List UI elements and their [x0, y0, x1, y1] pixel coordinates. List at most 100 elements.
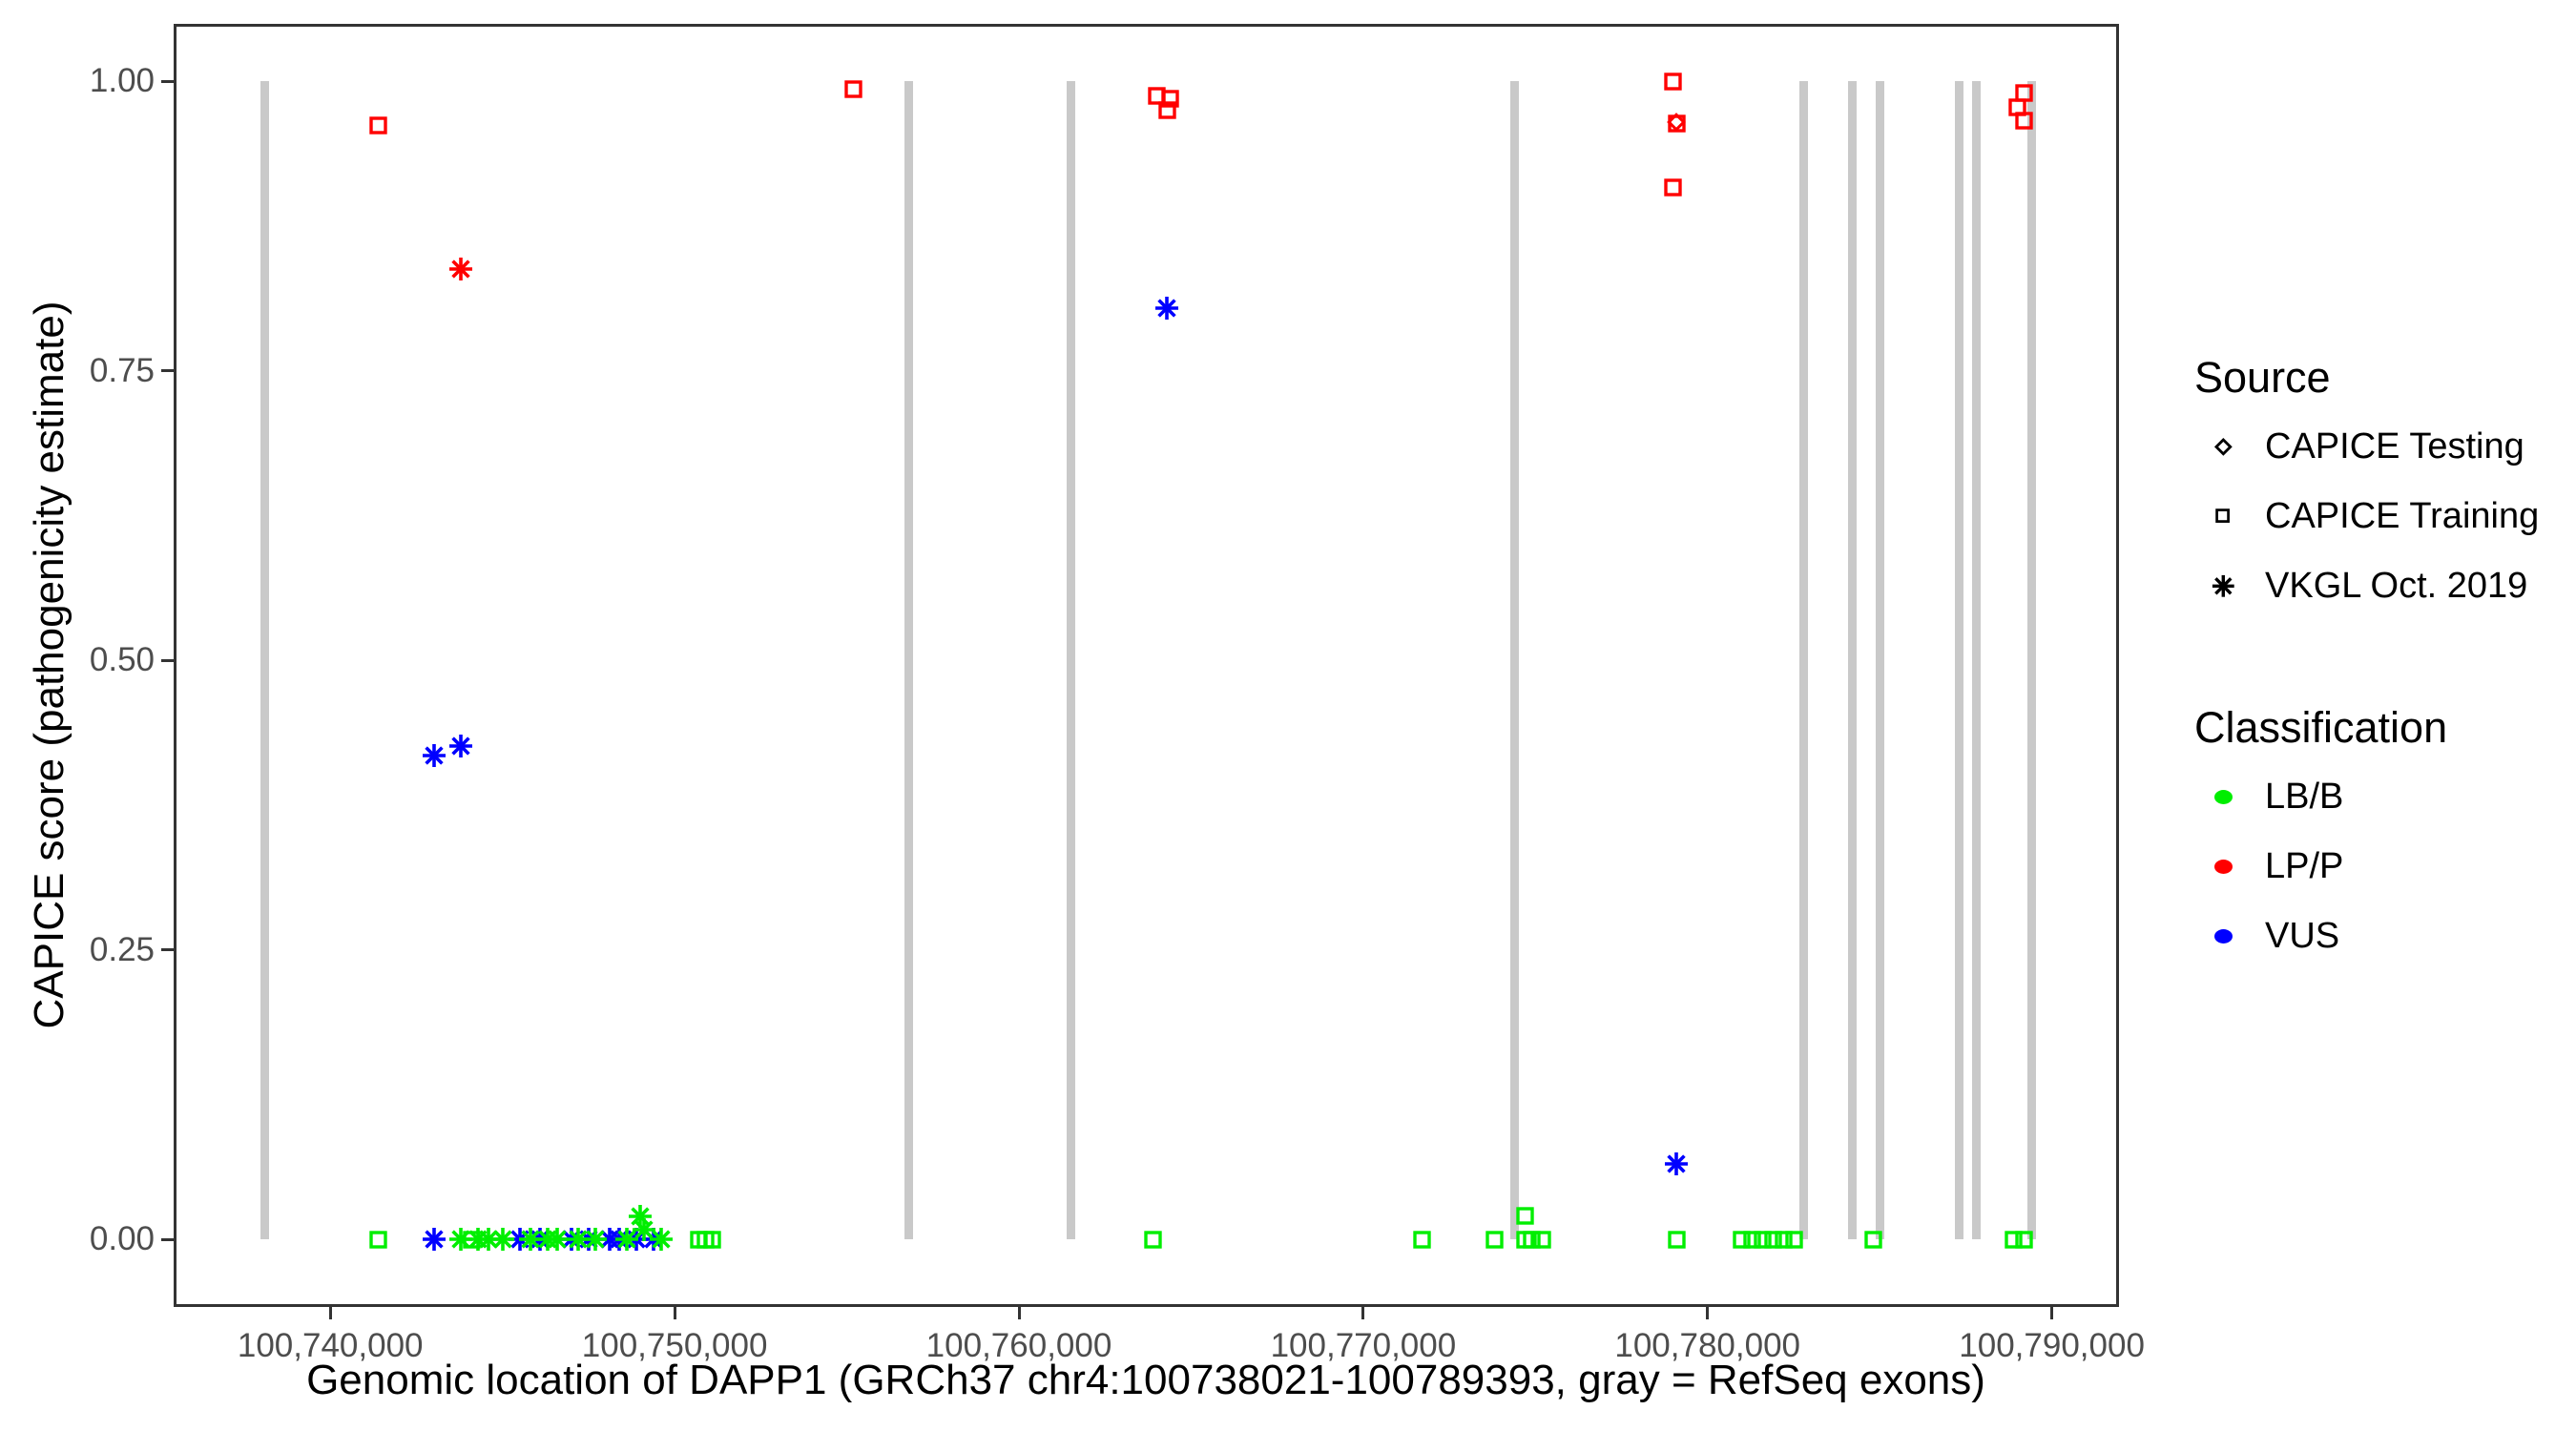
legend-item-label: LP/P	[2265, 845, 2344, 886]
legend-source-items: CAPICE Testing CAPICE Training VKGL Oct. …	[2194, 425, 2576, 606]
data-point-marker	[2015, 112, 2033, 130]
data-point-marker	[565, 1226, 592, 1253]
y-tick-label: 0.25	[89, 930, 155, 968]
refseq-exon-bar	[1510, 81, 1520, 1239]
legend-item: LP/P	[2194, 845, 2576, 886]
data-point-marker	[1754, 1230, 1772, 1249]
data-point-marker	[421, 1226, 447, 1253]
data-point-marker	[447, 256, 474, 282]
square-icon	[2194, 508, 2252, 524]
x-tick-mark	[328, 1307, 332, 1319]
x-tick-label: 100,770,000	[1270, 1327, 1457, 1364]
data-point-marker	[1485, 1230, 1504, 1249]
data-point-marker	[2005, 1230, 2024, 1249]
data-point-marker	[1743, 1230, 1761, 1249]
x-tick-mark	[1017, 1307, 1021, 1319]
legend-item-label: LB/B	[2265, 776, 2344, 817]
legend-item-label: CAPICE Testing	[2265, 425, 2524, 467]
data-point-marker	[1663, 1151, 1690, 1177]
refseq-exon-bar	[904, 81, 913, 1239]
data-point-marker	[1533, 1230, 1551, 1249]
data-point-marker	[475, 1226, 502, 1253]
legend: Source CAPICE Testing CAPICE Training VKG…	[2194, 353, 2576, 986]
x-tick-mark	[673, 1307, 676, 1319]
diamond-icon	[2194, 435, 2252, 459]
data-point-marker	[613, 1226, 640, 1253]
legend-item: LB/B	[2194, 776, 2576, 817]
legend-item: CAPICE Testing	[2194, 425, 2576, 467]
refseq-exon-bar	[1799, 81, 1809, 1239]
data-point-marker	[544, 1226, 571, 1253]
data-point-marker	[1668, 1230, 1686, 1249]
data-point-marker	[1516, 1207, 1534, 1225]
color-dot-icon	[2194, 859, 2252, 874]
x-tick-label: 100,790,000	[1959, 1327, 2145, 1364]
legend-item-label: VKGL Oct. 2019	[2265, 565, 2528, 606]
legend-item: VKGL Oct. 2019	[2194, 565, 2576, 606]
data-point-marker	[1774, 1230, 1793, 1249]
refseq-exon-bar	[1954, 81, 1963, 1239]
data-point-marker	[369, 1230, 387, 1249]
y-tick-mark	[161, 79, 174, 83]
x-axis-title: Genomic location of DAPP1 (GRCh37 chr4:1…	[306, 1357, 1985, 1403]
data-point-marker	[1523, 1230, 1541, 1249]
data-point-marker	[462, 1230, 481, 1249]
refseq-exon-bar	[1066, 81, 1075, 1239]
color-dot-icon	[2194, 928, 2252, 944]
color-dot-icon	[2194, 789, 2252, 804]
x-tick-mark	[1706, 1307, 1710, 1319]
asterisk-icon	[2194, 573, 2252, 599]
legend-classification-items: LB/B LP/P VUS	[2194, 776, 2576, 956]
refseq-exon-bar	[260, 81, 270, 1239]
data-point-marker	[1764, 1230, 1782, 1249]
y-tick-label: 1.00	[89, 62, 155, 99]
data-point-marker	[489, 1226, 516, 1253]
x-tick-label: 100,750,000	[581, 1327, 768, 1364]
y-tick-mark	[161, 948, 174, 951]
data-point-marker	[369, 115, 387, 135]
data-point-marker	[1153, 295, 1180, 321]
data-point-marker	[627, 1203, 654, 1230]
legend-item-label: VUS	[2265, 915, 2340, 956]
y-axis-title: CAPICE score (pathogenicity estimate)	[26, 301, 73, 1029]
x-tick-label: 100,780,000	[1614, 1327, 1801, 1364]
legend-item: CAPICE Training	[2194, 495, 2576, 536]
data-point-marker	[631, 1216, 657, 1243]
y-tick-mark	[161, 1237, 174, 1241]
y-tick-mark	[161, 658, 174, 662]
data-point-marker	[2015, 1230, 2033, 1249]
data-point-marker	[1784, 1230, 1803, 1249]
legend-classification-title: Classification	[2194, 703, 2448, 752]
data-point-marker	[1863, 1230, 1882, 1249]
data-point-marker	[1144, 1230, 1162, 1249]
x-tick-mark	[2050, 1307, 2054, 1319]
data-point-marker	[703, 1230, 721, 1249]
x-tick-label: 100,760,000	[925, 1327, 1112, 1364]
legend-item-label: CAPICE Training	[2265, 495, 2540, 536]
x-tick-label: 100,740,000	[237, 1327, 424, 1364]
data-point-marker	[1664, 72, 1682, 91]
data-point-marker	[421, 742, 447, 769]
data-point-marker	[844, 80, 862, 98]
data-point-marker	[1733, 1230, 1751, 1249]
data-point-marker	[1664, 110, 1689, 135]
data-point-marker	[1161, 89, 1179, 108]
refseq-exon-bar	[2026, 81, 2036, 1239]
plot-panel	[174, 24, 2119, 1307]
x-tick-mark	[1361, 1307, 1365, 1319]
y-tick-mark	[161, 369, 174, 372]
data-point-marker	[582, 1226, 609, 1253]
y-tick-label: 0.00	[89, 1220, 155, 1257]
y-tick-label: 0.75	[89, 351, 155, 389]
refseq-exon-bar	[1847, 81, 1857, 1239]
legend-item: VUS	[2194, 915, 2576, 956]
data-point-marker	[1664, 178, 1682, 197]
y-tick-label: 0.50	[89, 641, 155, 678]
data-point-marker	[1412, 1230, 1431, 1249]
data-point-marker	[648, 1226, 675, 1253]
legend-source-title: Source	[2194, 353, 2331, 402]
data-point-marker	[447, 733, 474, 759]
refseq-exon-bar	[1971, 81, 1981, 1239]
data-point-marker	[1157, 101, 1176, 119]
